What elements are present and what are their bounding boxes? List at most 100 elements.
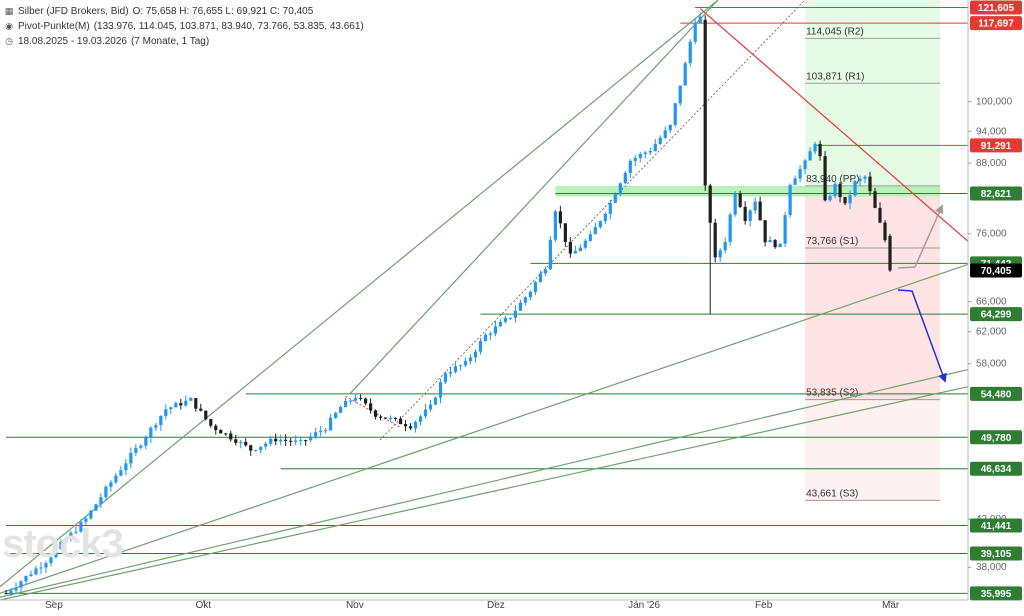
candle-body (838, 183, 842, 198)
candle (888, 233, 892, 272)
candle-body (44, 563, 48, 568)
candle-body (388, 417, 393, 419)
candle-body (368, 403, 373, 411)
candle-body (673, 103, 677, 125)
candle-body (69, 532, 73, 540)
candle (618, 182, 622, 197)
pp-band (555, 185, 940, 197)
candle (878, 202, 882, 224)
candle (548, 236, 552, 270)
candle (698, 12, 702, 24)
candle-body (39, 567, 43, 569)
candle-body (319, 430, 323, 433)
price-badge-49,780[interactable]: 49,780 (970, 430, 1022, 445)
candle-body (458, 365, 463, 367)
trendline-long-2 (0, 369, 969, 598)
candle (568, 237, 572, 258)
candle (633, 154, 637, 167)
price-badge-91,291[interactable]: 91,291 (970, 138, 1022, 153)
price-badge-label: 82,621 (981, 189, 1012, 200)
candle-body (74, 531, 78, 533)
price-badge-bg (970, 263, 1022, 278)
candle-body (398, 418, 403, 425)
candle (838, 181, 842, 203)
candle (763, 220, 767, 247)
candle-body (603, 213, 607, 222)
candle (64, 537, 68, 543)
candle-body (508, 317, 513, 319)
legend-pivot-row[interactable]: ◉ Pivot-Punkte(M) (133.976, 114.045, 103… (4, 19, 364, 34)
candle-body (259, 446, 263, 451)
candle-body (109, 482, 113, 487)
candle-body (34, 568, 38, 575)
price-badge-82,621[interactable]: 82,621 (970, 186, 1022, 201)
price-badge-bg (970, 307, 1022, 322)
candle (289, 437, 293, 446)
candle (543, 266, 547, 277)
candle-body (853, 181, 857, 196)
price-badge-41,441[interactable]: 41,441 (970, 518, 1022, 533)
trendline-steep (0, 0, 719, 588)
price-badge-label: 54,480 (981, 389, 1012, 400)
candle (104, 484, 108, 500)
candle-body (234, 439, 238, 443)
candle-body (169, 407, 173, 410)
candle-body (184, 400, 188, 406)
candle (388, 415, 393, 422)
trendline-dotted (379, 0, 806, 441)
price-badge-46,634[interactable]: 46,634 (970, 461, 1022, 476)
price-badge-35,995[interactable]: 35,995 (970, 586, 1022, 601)
candle (319, 425, 323, 437)
candle (758, 196, 762, 221)
candle-body (339, 406, 343, 413)
candle-body (718, 250, 722, 258)
candle-body (463, 361, 468, 366)
price-badge-70,405[interactable]: 70,405 (970, 263, 1022, 278)
candle (743, 201, 747, 225)
candle-body (568, 241, 572, 254)
candle-body (523, 297, 528, 303)
candle-body (24, 575, 28, 582)
candle (334, 411, 338, 419)
candle-body (503, 317, 508, 322)
candle-body (383, 417, 388, 419)
candle (139, 443, 143, 450)
price-badge-39,105[interactable]: 39,105 (970, 546, 1022, 561)
candle (69, 530, 73, 542)
trendline-red-dotted (345, 395, 401, 428)
candle-body (54, 549, 58, 558)
candle-body (124, 463, 128, 471)
candle (688, 39, 692, 67)
candle (378, 414, 383, 421)
candle-body (79, 521, 83, 532)
candle-body (373, 410, 378, 417)
candle-body (14, 587, 18, 591)
projection-arrow-up (897, 204, 944, 269)
candle-body (289, 440, 293, 442)
candle (813, 141, 817, 155)
candle-body (443, 373, 448, 383)
candle (873, 187, 877, 209)
candle (828, 192, 832, 203)
candle-body (139, 445, 143, 448)
x-tick-label: Okt (195, 600, 211, 611)
price-badge-121,605[interactable]: 121,605 (970, 0, 1022, 15)
candle-body (349, 400, 353, 402)
price-badge-64,299[interactable]: 64,299 (970, 307, 1022, 322)
candle-body (453, 366, 458, 372)
x-tick-label: Nov (346, 600, 364, 611)
price-badge-54,480[interactable]: 54,480 (970, 386, 1022, 401)
price-badge-117,697[interactable]: 117,697 (970, 16, 1022, 31)
candle (643, 151, 647, 159)
candle-body (828, 196, 832, 201)
projection-arrow-down (897, 289, 947, 383)
legend-instrument-row[interactable]: ▦ Silber (JFD Brokers, Bid) O: 75,658 H:… (4, 4, 364, 19)
candle (438, 378, 443, 404)
candle-body (29, 574, 33, 576)
candle-body (713, 222, 717, 258)
candle (24, 575, 28, 585)
candle-body (813, 143, 817, 152)
price-badge-bg (970, 430, 1022, 445)
